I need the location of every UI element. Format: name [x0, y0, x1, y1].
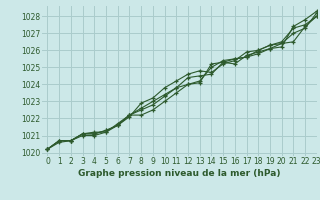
X-axis label: Graphe pression niveau de la mer (hPa): Graphe pression niveau de la mer (hPa)	[78, 169, 280, 178]
